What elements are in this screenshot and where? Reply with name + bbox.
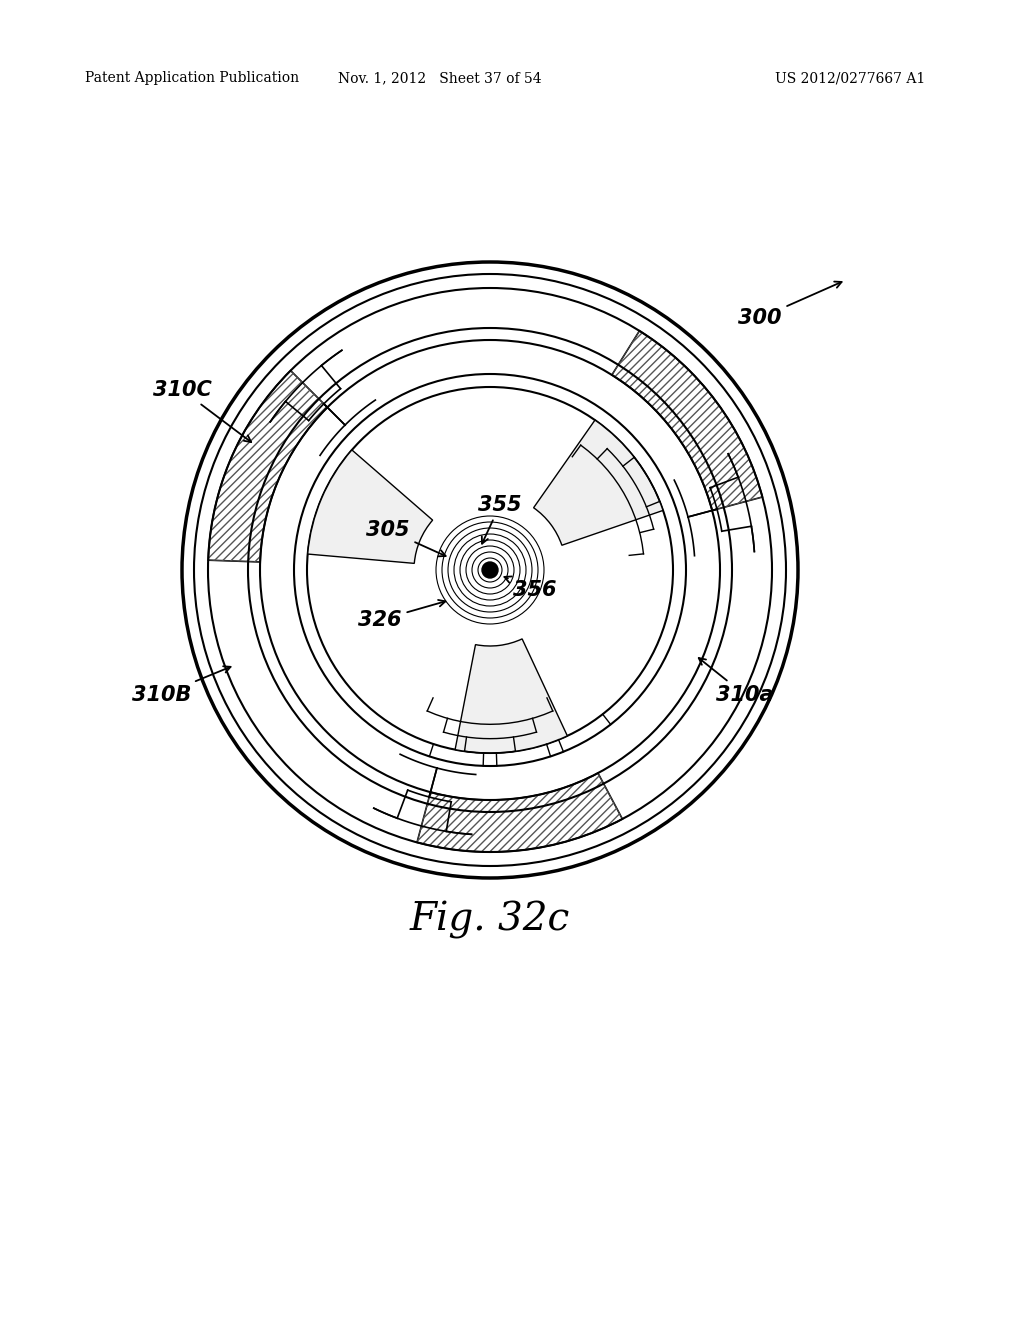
Text: US 2012/0277667 A1: US 2012/0277667 A1 bbox=[775, 71, 925, 84]
Wedge shape bbox=[455, 639, 567, 752]
Text: 356: 356 bbox=[505, 577, 557, 601]
Circle shape bbox=[482, 562, 498, 578]
Wedge shape bbox=[307, 450, 433, 564]
Text: 355: 355 bbox=[478, 495, 522, 544]
Text: Nov. 1, 2012   Sheet 37 of 54: Nov. 1, 2012 Sheet 37 of 54 bbox=[338, 71, 542, 84]
Text: 326: 326 bbox=[358, 601, 445, 630]
Text: 300: 300 bbox=[738, 281, 842, 327]
Wedge shape bbox=[534, 420, 663, 545]
Wedge shape bbox=[417, 774, 623, 851]
Text: Fig. 32c: Fig. 32c bbox=[410, 902, 570, 939]
Text: 310a: 310a bbox=[698, 657, 774, 705]
Wedge shape bbox=[208, 371, 328, 562]
Text: 310B: 310B bbox=[132, 667, 230, 705]
Text: Patent Application Publication: Patent Application Publication bbox=[85, 71, 299, 84]
Text: 310C: 310C bbox=[153, 380, 251, 442]
Text: 305: 305 bbox=[367, 520, 445, 556]
Wedge shape bbox=[612, 331, 763, 511]
